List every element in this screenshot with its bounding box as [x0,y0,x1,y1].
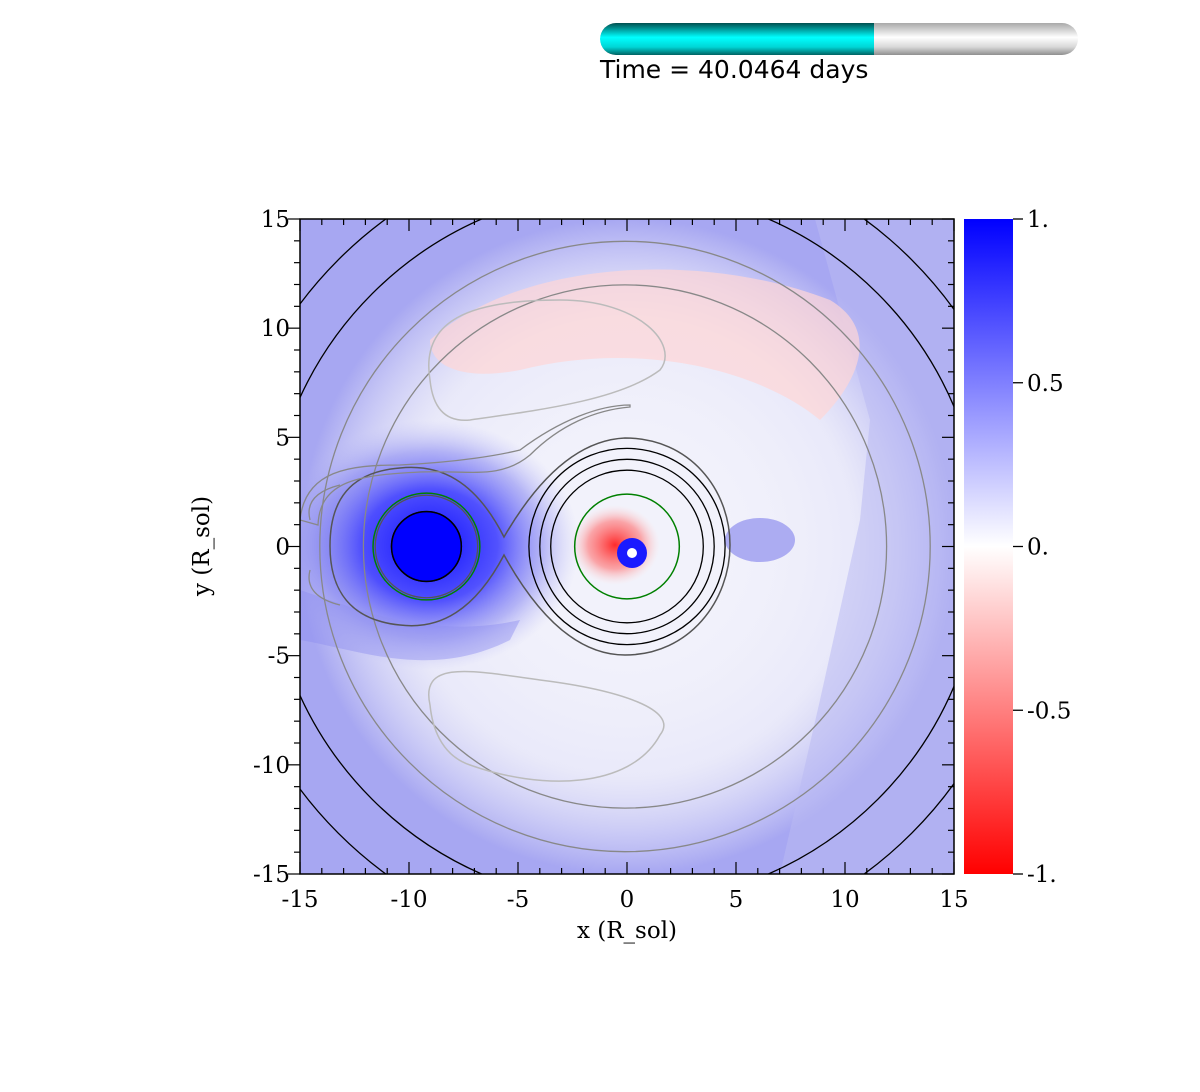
y-tick-label: 0 [275,535,290,561]
y-tick-label: 10 [261,316,290,342]
progress-fill [600,23,874,55]
secondary-roche-circle [573,493,681,600]
time-readout: Time = 40.0464 days [600,55,868,84]
time-value: 40.0464 [698,55,802,84]
x-axis-title: x (R_sol) [577,918,677,944]
colorbar-gradient [964,219,1013,874]
x-tick-label: 15 [939,887,968,913]
time-unit: days [809,55,869,84]
x-tick-label: 5 [729,887,744,913]
time-text: Time = [600,55,691,84]
progress-track [600,23,1078,55]
secondary-contour [539,458,715,635]
colorbar-tick-label: 0.5 [1027,371,1064,397]
colorbar-ticks: -1. -0.5 0. 0.5 1. [1013,207,1071,888]
time-progress-bar [600,23,1078,55]
outer-contour [362,284,888,809]
y-tick-label: -10 [253,753,290,779]
l2-contour [308,484,341,606]
x-axis-ticks: -15 -10 -5 0 5 10 15 [281,219,969,913]
x-tick-label: -10 [390,887,427,913]
l5-contour [427,670,665,782]
outer-contour [319,240,931,853]
colorbar-tick-label: -1. [1027,862,1057,888]
y-tick-label: 5 [275,425,290,451]
x-tick-label: -5 [507,887,529,913]
y-axis-ticks: -15 -10 -5 0 5 10 15 [253,207,954,888]
colorbar-tick-label: -0.5 [1027,698,1071,724]
l2-contour [300,404,631,526]
field-heatmap [300,219,954,874]
x-tick-label: 0 [620,887,635,913]
x-tick-label: -15 [281,887,318,913]
y-axis-title: y (R_sol) [189,496,215,597]
y-tick-label: 15 [261,207,290,233]
primary-star-edge [390,510,463,583]
primary-star [391,511,461,582]
y-tick-label: -15 [253,862,290,888]
secondary-contour [550,469,704,624]
primary-roche-circle [372,492,481,601]
secondary-contour [528,447,726,646]
y-tick-label: -5 [268,644,290,670]
colorbar-tick-label: 1. [1027,207,1049,233]
l4-contour [428,299,666,421]
colorbar: -1. -0.5 0. 0.5 1. [964,207,1071,888]
roche-contour [329,437,731,656]
x-tick-label: 10 [830,887,859,913]
stellar-bodies [372,492,681,601]
primary-contour [374,494,479,599]
colorbar-tick-label: 0. [1027,535,1049,561]
